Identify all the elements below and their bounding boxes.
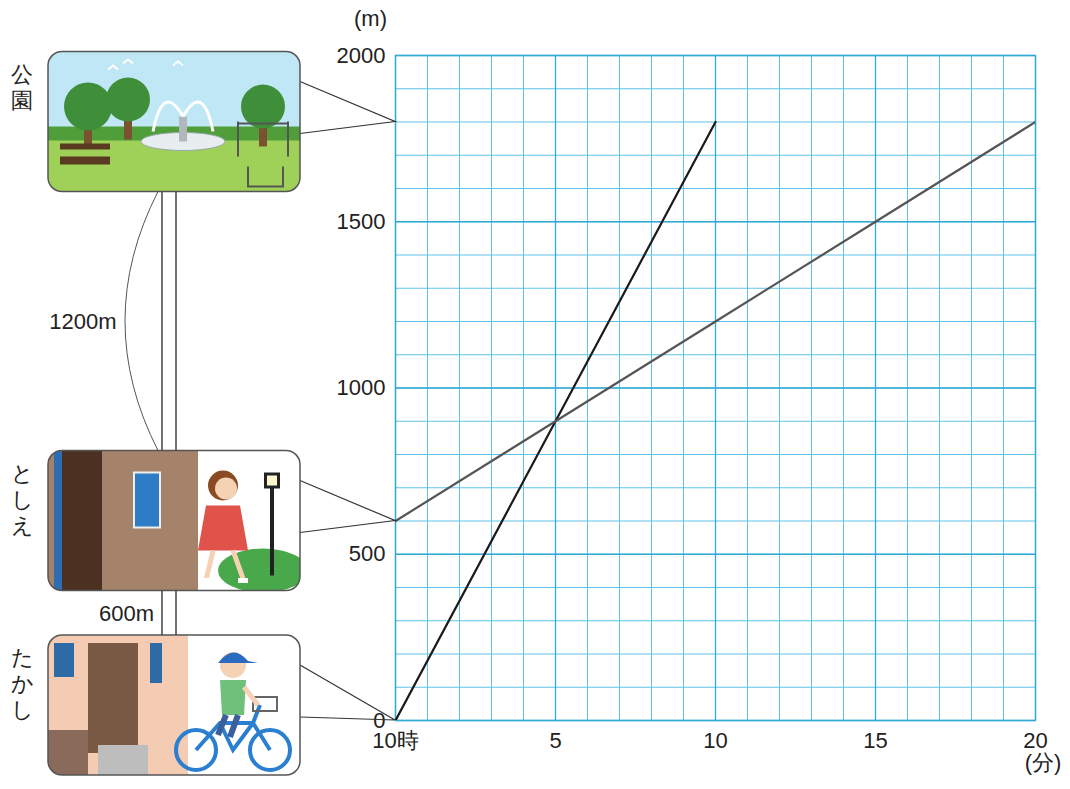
svg-text:(m): (m)	[354, 6, 387, 31]
svg-text:2000: 2000	[337, 43, 386, 68]
svg-text:公園: 公園	[11, 62, 33, 113]
svg-text:600m: 600m	[99, 601, 154, 626]
svg-text:0: 0	[373, 707, 386, 733]
svg-text:1000: 1000	[337, 375, 386, 400]
svg-text:10: 10	[703, 728, 727, 753]
svg-text:1200m: 1200m	[49, 309, 116, 334]
svg-text:20: 20	[1023, 728, 1048, 754]
svg-text:たかし: たかし	[11, 645, 34, 722]
svg-text:(分): (分)	[1025, 750, 1062, 775]
svg-text:10時: 10時	[372, 728, 419, 754]
svg-text:15: 15	[863, 728, 887, 753]
svg-text:としえ: としえ	[11, 461, 34, 538]
svg-text:5: 5	[549, 728, 561, 753]
svg-text:500: 500	[349, 541, 386, 566]
svg-text:1500: 1500	[337, 209, 386, 234]
